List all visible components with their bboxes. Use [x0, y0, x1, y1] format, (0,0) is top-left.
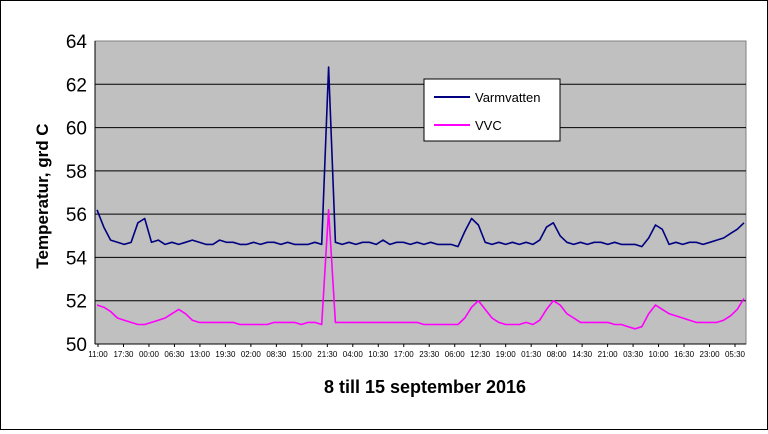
x-tick-label: 23:00 — [700, 350, 721, 359]
x-tick-label: 19:00 — [496, 350, 517, 359]
x-tick-label: 19:30 — [215, 350, 236, 359]
legend-label-varmvatten: Varmvatten — [475, 90, 541, 105]
legend-label-vvc: VVC — [475, 118, 502, 133]
series-lines — [96, 66, 745, 330]
series-line-vvc — [96, 209, 745, 330]
x-tick-label: 06:30 — [164, 350, 185, 359]
x-tick-label: 08:30 — [266, 350, 287, 359]
y-tick-label: 58 — [66, 162, 87, 183]
x-tick-label: 00:00 — [139, 350, 160, 359]
y-tick-label: 56 — [66, 205, 87, 226]
x-tick-label: 21:00 — [598, 350, 619, 359]
y-tick-label: 50 — [66, 335, 87, 356]
x-tick-label: 06:00 — [445, 350, 466, 359]
y-axis-tick-labels: 50 52 54 56 58 60 62 64 — [66, 32, 88, 356]
series-line-varmvatten — [96, 66, 745, 248]
x-tick-label: 21:30 — [317, 350, 338, 359]
x-tick-label: 02:00 — [241, 350, 262, 359]
legend-box — [423, 78, 561, 142]
x-tick-label: 01:30 — [521, 350, 542, 359]
y-tick-label: 54 — [66, 248, 88, 269]
grid-lines — [94, 41, 746, 345]
x-tick-label: 05:30 — [725, 350, 746, 359]
y-tick-label: 64 — [66, 32, 88, 53]
y-tick-label: 62 — [66, 75, 87, 96]
plot-area — [94, 40, 747, 345]
x-tick-label: 04:00 — [343, 350, 364, 359]
x-tick-label: 17:30 — [113, 350, 134, 359]
x-tick-label: 03:30 — [623, 350, 644, 359]
x-tick-label: 13:00 — [190, 350, 211, 359]
legend: Varmvatten VVC — [423, 78, 561, 142]
x-tick-label: 08:00 — [547, 350, 568, 359]
x-tick-label: 11:00 — [88, 350, 108, 359]
x-axis-title: 8 till 15 september 2016 — [324, 377, 526, 397]
x-tick-label: 16:30 — [674, 350, 695, 359]
x-tick-label: 23:30 — [419, 350, 440, 359]
y-tick-label: 52 — [66, 292, 87, 313]
y-axis-title: Temperatur, grd C — [33, 123, 52, 268]
x-tick-label: 14:30 — [572, 350, 593, 359]
x-tick-label: 12:30 — [470, 350, 491, 359]
x-tick-label: 15:00 — [292, 350, 313, 359]
x-axis-tick-labels: 11:00 17:30 00:00 06:30 13:00 19:30 02:00 08:30… — [88, 344, 746, 359]
y-tick-label: 60 — [66, 119, 87, 140]
x-tick-label: 10:00 — [649, 350, 670, 359]
x-tick-label: 10:30 — [368, 350, 389, 359]
x-tick-label: 17:00 — [394, 350, 415, 359]
